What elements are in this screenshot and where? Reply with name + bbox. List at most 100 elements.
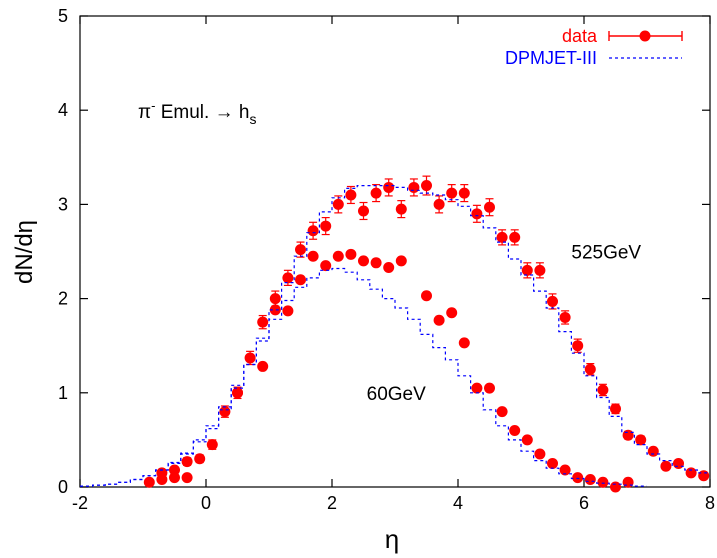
data-point bbox=[345, 189, 357, 201]
data-point bbox=[534, 264, 546, 276]
data-point bbox=[660, 460, 672, 472]
data-point bbox=[257, 360, 269, 372]
data-point bbox=[421, 180, 432, 192]
data-point bbox=[282, 305, 294, 317]
data-point bbox=[332, 250, 344, 262]
data-point bbox=[181, 456, 193, 468]
data-point bbox=[446, 307, 458, 319]
legend-label-dpmjet: DPMJET-III bbox=[505, 48, 597, 68]
x-tick-label: -2 bbox=[72, 493, 88, 513]
data-point bbox=[358, 205, 369, 217]
data-point bbox=[547, 295, 558, 307]
data-point bbox=[673, 457, 684, 469]
plot-frame bbox=[79, 15, 711, 488]
data-point bbox=[698, 470, 710, 482]
data-point bbox=[509, 424, 521, 436]
data-point bbox=[169, 472, 180, 484]
data-point bbox=[219, 406, 231, 418]
data-point bbox=[458, 337, 470, 349]
data-point bbox=[383, 262, 395, 274]
data-point bbox=[572, 472, 584, 484]
data-point bbox=[622, 429, 634, 441]
data-point bbox=[572, 340, 584, 352]
data-point bbox=[320, 260, 332, 272]
data-point bbox=[471, 382, 483, 394]
data-point bbox=[358, 255, 369, 267]
data-point bbox=[496, 406, 508, 418]
data-point bbox=[332, 198, 344, 210]
legend-swatch-data-marker bbox=[639, 30, 651, 42]
data-point bbox=[610, 481, 621, 493]
data-point bbox=[647, 445, 659, 457]
data-point bbox=[559, 311, 571, 323]
x-tick-label: 2 bbox=[327, 493, 337, 513]
data-point bbox=[458, 187, 470, 199]
data-point bbox=[370, 187, 382, 199]
data-point bbox=[534, 448, 546, 460]
data-point bbox=[395, 203, 407, 215]
data-point bbox=[635, 434, 647, 446]
data-point bbox=[496, 231, 508, 243]
data-point bbox=[307, 225, 319, 237]
series-dpmjet-iii-60gev bbox=[80, 267, 647, 487]
data-point bbox=[446, 187, 458, 199]
data-point bbox=[194, 453, 206, 465]
data-point bbox=[622, 476, 634, 488]
y-tick-label: 1 bbox=[58, 383, 68, 403]
data-point bbox=[597, 476, 609, 488]
data-point bbox=[547, 457, 558, 469]
x-tick-label: 8 bbox=[705, 493, 715, 513]
y-axis-label: dN/dη bbox=[11, 220, 38, 284]
y-tick-label: 4 bbox=[58, 100, 68, 120]
data-point bbox=[295, 274, 306, 286]
series-dpmjet-iii-525gev bbox=[80, 185, 710, 487]
data-point bbox=[269, 304, 281, 316]
data-point bbox=[282, 272, 294, 284]
series-data-525gev bbox=[143, 175, 710, 488]
x-tick-label: 6 bbox=[579, 493, 589, 513]
reaction-annotation: π- Emul. → hs bbox=[138, 98, 256, 127]
data-point bbox=[584, 473, 596, 485]
data-point bbox=[421, 290, 432, 302]
data-point bbox=[257, 316, 269, 328]
x-tick-label: 0 bbox=[201, 493, 211, 513]
data-point bbox=[370, 257, 382, 269]
data-point bbox=[408, 181, 420, 193]
y-tick-label: 5 bbox=[58, 6, 68, 26]
data-point bbox=[181, 472, 193, 484]
data-point bbox=[383, 181, 395, 193]
legend-label-data: data bbox=[562, 26, 598, 46]
series-data-60gev bbox=[156, 248, 634, 493]
data-point bbox=[206, 439, 218, 451]
annotation-main: π bbox=[138, 102, 151, 123]
annotation-rest: Emul. → h bbox=[155, 102, 249, 123]
y-tick-label: 2 bbox=[58, 289, 68, 309]
data-point bbox=[559, 464, 571, 476]
curve-label-60gev: 60GeV bbox=[367, 384, 426, 405]
data-point bbox=[395, 255, 407, 267]
y-tick-label: 0 bbox=[58, 477, 68, 497]
x-axis-label: η bbox=[385, 524, 399, 554]
data-point bbox=[307, 250, 319, 262]
model-curve bbox=[80, 185, 710, 487]
data-point bbox=[433, 198, 445, 210]
data-point bbox=[584, 363, 596, 375]
data-point bbox=[484, 382, 495, 394]
data-point bbox=[232, 387, 243, 399]
series-layer bbox=[80, 175, 710, 493]
x-axis: -2 0 2 4 6 8 bbox=[72, 16, 715, 513]
y-axis: 0 1 2 3 4 5 bbox=[58, 6, 710, 497]
data-point bbox=[244, 352, 256, 364]
data-point bbox=[433, 314, 445, 326]
y-tick-label: 3 bbox=[58, 194, 68, 214]
data-point bbox=[521, 434, 533, 446]
data-point bbox=[521, 264, 533, 276]
curve-label-525gev: 525GeV bbox=[571, 243, 641, 264]
data-point bbox=[471, 208, 483, 220]
annotation-sub: s bbox=[249, 111, 256, 127]
data-point bbox=[484, 201, 495, 213]
data-point bbox=[169, 464, 180, 476]
data-point bbox=[295, 244, 306, 256]
data-point bbox=[320, 220, 332, 232]
